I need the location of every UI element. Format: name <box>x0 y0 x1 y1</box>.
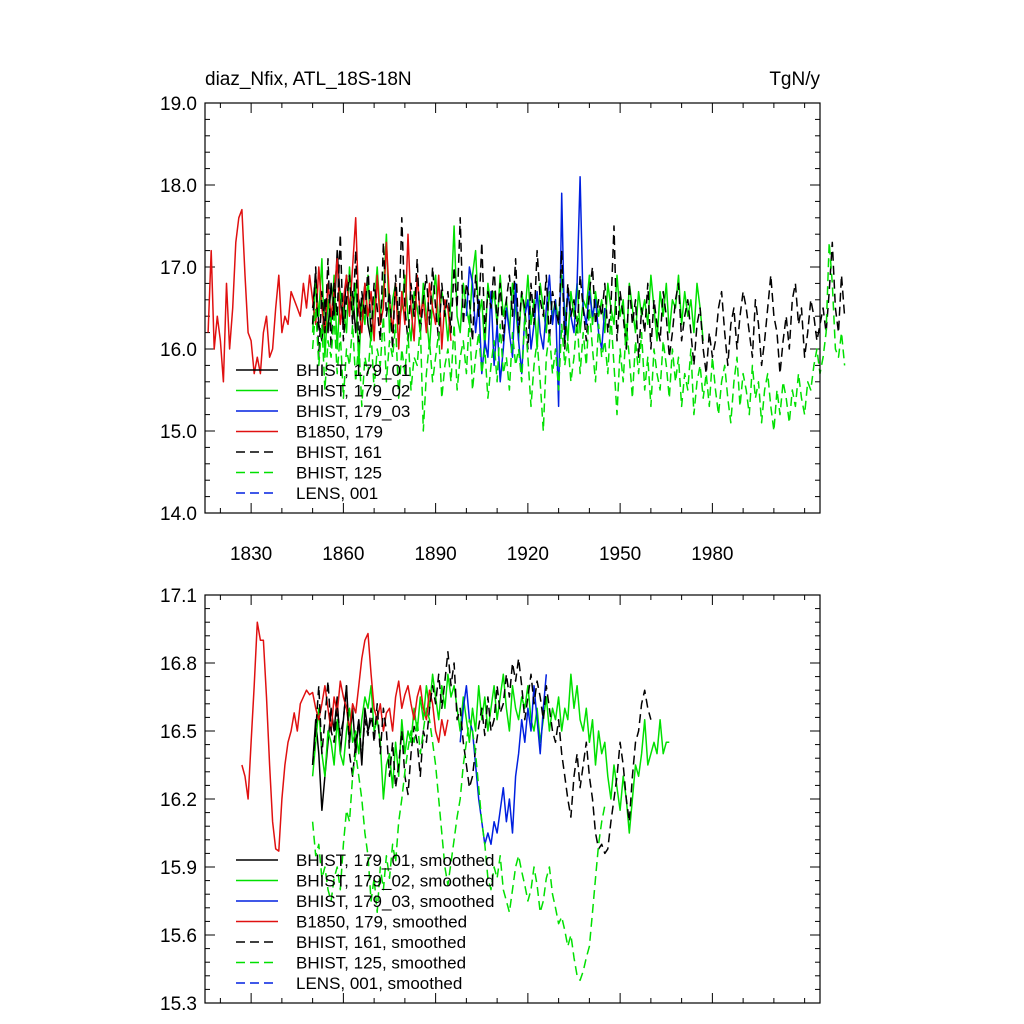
top-units: TgN/y <box>769 69 820 90</box>
legend-label: BHIST, 179_02 <box>296 382 410 401</box>
y-tick-label: 16.5 <box>160 722 197 743</box>
legend-label: BHIST, 179_03, smoothed <box>296 892 494 911</box>
y-tick-label: 15.0 <box>160 422 197 443</box>
series-line-1 <box>311 673 670 834</box>
legend-label: BHIST, 125 <box>296 464 382 483</box>
legend-label: BHIST, 179_01, smoothed <box>296 851 494 870</box>
y-tick-label: 19.0 <box>160 94 197 115</box>
legend-label: LENS, 001 <box>296 484 378 503</box>
legend-label: BHIST, 179_03 <box>296 402 410 421</box>
y-tick-label: 15.3 <box>160 994 197 1015</box>
y-tick-label: 18.0 <box>160 176 197 197</box>
legend-label: LENS, 001, smoothed <box>296 974 462 993</box>
legend-label: BHIST, 161 <box>296 443 382 462</box>
y-tick-label: 15.6 <box>160 926 197 947</box>
top-plot-frame <box>204 102 821 514</box>
legend-label: BHIST, 179_02, smoothed <box>296 872 494 891</box>
y-tick-label: 17.1 <box>160 586 197 607</box>
series-line-4 <box>311 650 652 855</box>
bottom-axis-ticks: 15.3 15.6 15.9 16.2 16.5 16.8 17.1 <box>160 586 820 1015</box>
legend-label: B1850, 179, smoothed <box>296 913 467 932</box>
series-line-5 <box>311 707 609 982</box>
x-tick-label: 1980 <box>691 544 733 565</box>
top-series <box>207 176 846 432</box>
x-tick-label: 1860 <box>322 544 364 565</box>
y-tick-label: 16.0 <box>160 340 197 361</box>
x-tick-label: 1890 <box>414 544 456 565</box>
y-tick-label: 16.8 <box>160 654 197 675</box>
legend-label: BHIST, 125, smoothed <box>296 954 466 973</box>
bottom-panel: 15.3 15.6 15.9 16.2 16.5 16.8 17.1 BHIST, 179_… <box>160 586 821 1015</box>
series-line-2 <box>465 176 606 408</box>
top-panel: diaz_Nfix, ATL_18S-18N TgN/y 14.0 15.0 16.… <box>160 69 846 565</box>
bottom-series <box>241 621 670 982</box>
y-tick-label: 15.9 <box>160 858 197 879</box>
x-tick-label: 1920 <box>507 544 549 565</box>
series-line-5 <box>311 241 846 432</box>
top-title: diaz_Nfix, ATL_18S-18N <box>205 69 412 90</box>
y-tick-label: 14.0 <box>160 504 197 525</box>
y-tick-label: 16.2 <box>160 790 197 811</box>
series-line-3 <box>241 621 449 852</box>
legend-label: BHIST, 161, smoothed <box>296 933 466 952</box>
y-tick-label: 17.0 <box>160 258 197 279</box>
x-tick-label: 1830 <box>230 544 272 565</box>
top-axis-ticks: 14.0 15.0 16.0 17.0 18.0 19.0 1830 1860 1890 1920… <box>160 94 820 565</box>
bottom-legend: BHIST, 179_01, smoothed BHIST, 179_02, sm… <box>236 851 494 993</box>
x-tick-label: 1950 <box>599 544 641 565</box>
series-line-4 <box>311 217 846 375</box>
legend-label: BHIST, 179_01 <box>296 361 410 380</box>
legend-label: B1850, 179 <box>296 423 383 442</box>
bottom-plot-frame <box>204 594 821 1004</box>
